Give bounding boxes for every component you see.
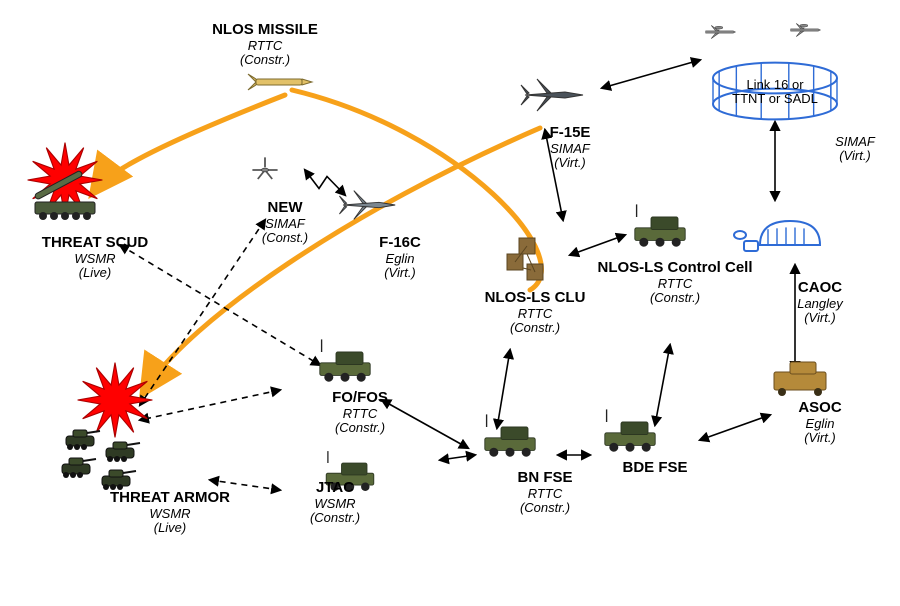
node-sub2: (Constr.) (290, 421, 430, 435)
node-sub2: (Constr.) (175, 53, 355, 67)
node-title: NLOS MISSILE (175, 22, 355, 39)
node-sub1: RTTC (290, 407, 430, 421)
node-sub1: SIMAF (795, 135, 900, 149)
node-bdefse: BDE FSE (585, 460, 725, 477)
node-threat_scud: THREAT SCUDWSMR(Live) (20, 235, 170, 280)
truck-icon (635, 204, 685, 246)
node-sub2: (Constr.) (460, 321, 610, 335)
ring-line2: TTNT or SADL (720, 92, 830, 106)
edge (602, 60, 700, 88)
node-title: NLOS-LS Control Cell (590, 260, 760, 277)
node-bnfse: BN FSERTTC(Constr.) (475, 470, 615, 515)
node-asoc: ASOCEglin(Virt.) (760, 400, 880, 445)
boxes-icon (507, 238, 543, 280)
node-title: NEW (225, 200, 345, 217)
node-sub1: Eglin (760, 417, 880, 431)
node-fofos: FO/FOSRTTC(Constr.) (290, 390, 430, 435)
node-sub1: RTTC (590, 277, 760, 291)
edge (497, 350, 510, 428)
node-sub2: (Virt.) (795, 149, 900, 163)
node-sub1: WSMR (20, 252, 170, 266)
node-simaf_ring: SIMAF(Virt.) (795, 135, 900, 164)
node-sub1: SIMAF (225, 217, 345, 231)
truck-icon (485, 414, 535, 456)
edge (655, 345, 670, 425)
node-new: NEWSIMAF(Const.) (225, 200, 345, 245)
node-title: JTAC (265, 480, 405, 497)
diagram-stage: Link 16 or TTNT or SADL NLOS MISSILERTTC… (0, 0, 900, 606)
node-sub2: (Const.) (225, 231, 345, 245)
node-title: BDE FSE (585, 460, 725, 477)
edge (305, 170, 345, 195)
caoc-icon (734, 221, 820, 251)
node-title: ASOC (760, 400, 880, 417)
scud-truck-icon (34, 170, 95, 220)
orange-arc (95, 95, 285, 190)
node-title: NLOS-LS CLU (460, 290, 610, 307)
node-nlos_cc: NLOS-LS Control CellRTTC(Constr.) (590, 260, 760, 305)
node-sub1: RTTC (175, 39, 355, 53)
edge (140, 390, 280, 420)
node-sub2: (Virt.) (760, 311, 880, 325)
node-title: F-15E (510, 125, 630, 142)
node-sub1: RTTC (475, 487, 615, 501)
uav-icon (252, 157, 277, 179)
edge (440, 455, 475, 460)
truck-icon (320, 339, 370, 381)
node-title: THREAT SCUD (20, 235, 170, 252)
node-nlos_clu: NLOS-LS CLURTTC(Constr.) (460, 290, 610, 335)
node-nlos_missile: NLOS MISSILERTTC(Constr.) (175, 22, 355, 67)
f16-icon (339, 191, 395, 220)
node-sub1: SIMAF (510, 142, 630, 156)
tanks-icon (62, 430, 140, 490)
node-sub1: WSMR (265, 497, 405, 511)
node-caoc: CAOCLangley(Virt.) (760, 280, 880, 325)
asoc-icon (774, 362, 826, 396)
missile-icon (248, 74, 312, 90)
node-sub2: (Constr.) (475, 501, 615, 515)
node-sub2: (Constr.) (265, 511, 405, 525)
awacs-icon (706, 25, 736, 38)
node-title: THREAT ARMOR (90, 490, 250, 507)
node-sub2: (Live) (90, 521, 250, 535)
node-jtac: JTACWSMR(Constr.) (265, 480, 405, 525)
awacs-icon (791, 23, 821, 36)
datalink-ring-label: Link 16 or TTNT or SADL (720, 78, 830, 107)
node-sub1: Eglin (340, 252, 460, 266)
node-title: FO/FOS (290, 390, 430, 407)
node-f15e: F-15ESIMAF(Virt.) (510, 125, 630, 170)
node-title: F-16C (340, 235, 460, 252)
node-sub2: (Virt.) (340, 266, 460, 280)
node-sub1: WSMR (90, 507, 250, 521)
node-f16c: F-16CEglin(Virt.) (340, 235, 460, 280)
node-sub1: Langley (760, 297, 880, 311)
node-sub2: (Virt.) (760, 431, 880, 445)
explosion-icon (78, 363, 153, 438)
node-title: CAOC (760, 280, 880, 297)
ring-line1: Link 16 or (720, 78, 830, 92)
node-threat_armor: THREAT ARMORWSMR(Live) (90, 490, 250, 535)
truck-icon (605, 409, 655, 451)
node-sub2: (Live) (20, 266, 170, 280)
explosion-icon (28, 143, 103, 218)
f15-icon (521, 79, 583, 111)
edge (570, 235, 625, 255)
node-sub2: (Virt.) (510, 156, 630, 170)
node-sub2: (Constr.) (590, 291, 760, 305)
node-sub1: RTTC (460, 307, 610, 321)
